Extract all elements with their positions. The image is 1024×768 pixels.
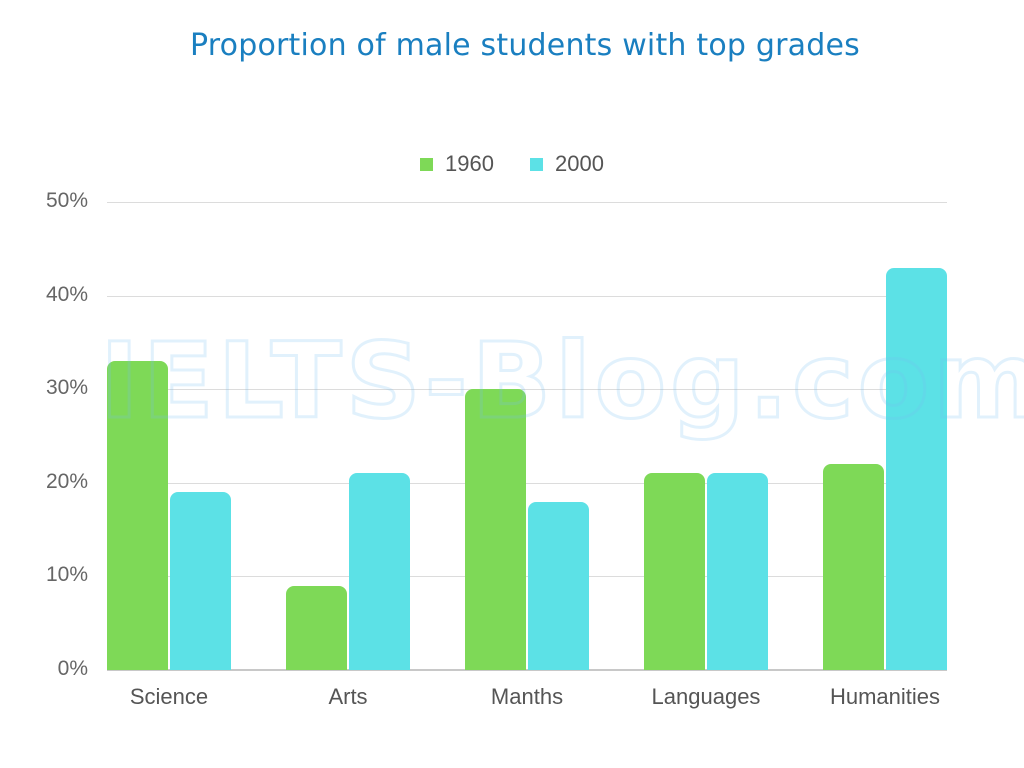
x-axis-line xyxy=(107,669,947,671)
y-tick-label: 50% xyxy=(45,189,88,212)
legend-label-2000: 2000 xyxy=(555,151,604,176)
bar-arts-2000 xyxy=(349,473,410,670)
legend-label-1960: 1960 xyxy=(445,151,494,176)
bar-science-1960 xyxy=(107,361,168,670)
bar-arts-1960 xyxy=(286,585,347,670)
y-tick-label: 0% xyxy=(57,657,88,680)
x-tick-label: Science xyxy=(129,684,209,709)
gridline xyxy=(107,295,947,297)
x-tick-label: Humanities xyxy=(829,684,941,709)
x-tick-label: Languages xyxy=(651,684,761,709)
x-tick-label: Manths xyxy=(490,684,564,709)
y-tick-label: 40% xyxy=(45,282,88,306)
bar-languages-2000 xyxy=(707,473,768,670)
bar-manths-1960 xyxy=(465,389,526,670)
legend-swatch-1960 xyxy=(420,157,434,171)
bar-manths-2000 xyxy=(528,501,589,670)
x-tick-label: Arts xyxy=(328,684,368,709)
bar-humanities-2000 xyxy=(886,267,947,670)
gridline xyxy=(107,389,947,391)
chart-title: Proportion of male students with top gra… xyxy=(190,28,860,63)
legend-item-2000: 2000 xyxy=(530,151,604,177)
bar-humanities-1960 xyxy=(823,464,884,670)
y-tick-label: 20% xyxy=(45,469,88,493)
gridline xyxy=(107,202,947,203)
legend: 1960 2000 xyxy=(0,151,1024,177)
bar-languages-1960 xyxy=(644,473,705,670)
y-tick-label: 10% xyxy=(45,563,88,587)
gridline xyxy=(107,576,947,578)
bar-science-2000 xyxy=(170,492,231,670)
y-tick-label: 30% xyxy=(45,376,88,400)
legend-item-1960: 1960 xyxy=(420,151,494,177)
legend-swatch-2000 xyxy=(530,157,543,171)
gridline xyxy=(107,482,947,484)
